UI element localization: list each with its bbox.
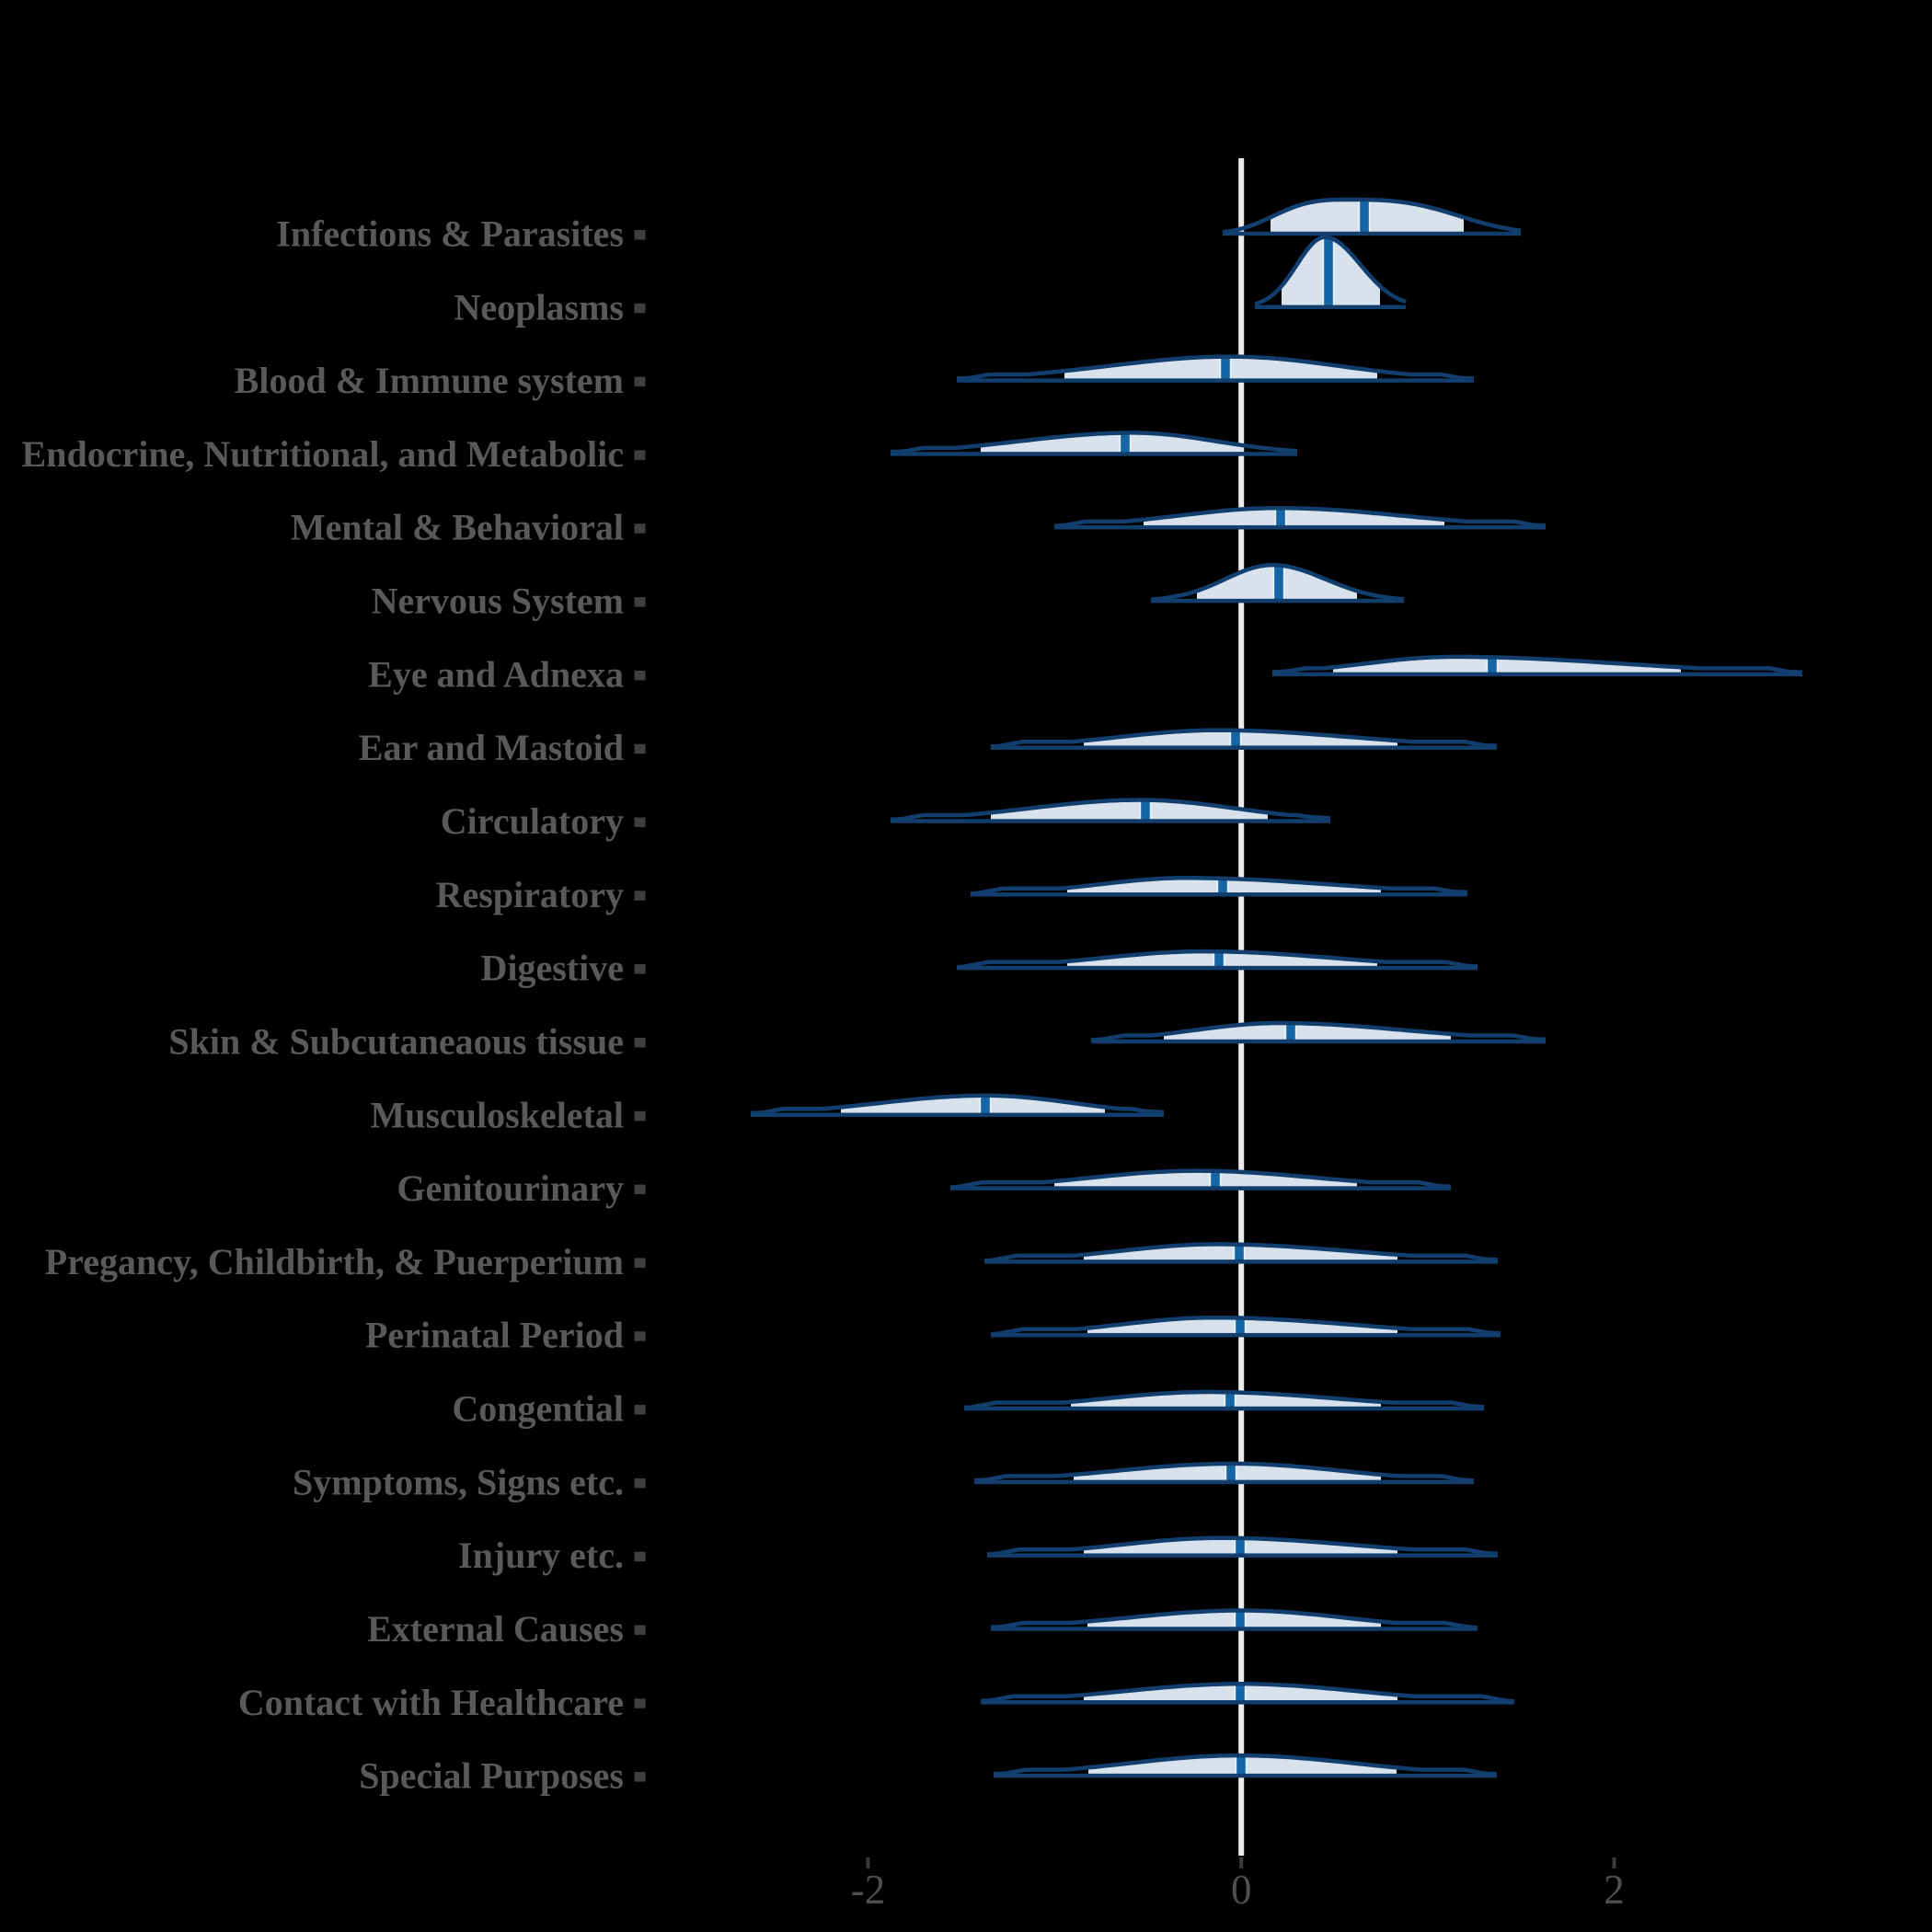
svg-text:Perinatal Period: Perinatal Period: [365, 1315, 624, 1356]
svg-text:External Causes: External Causes: [367, 1608, 624, 1650]
svg-text:Infections & Parasites: Infections & Parasites: [276, 213, 624, 255]
svg-text:2: 2: [1604, 1867, 1625, 1913]
svg-text:Contact with Healthcare: Contact with Healthcare: [238, 1682, 624, 1723]
svg-text:Blood & Immune system: Blood & Immune system: [235, 360, 624, 401]
svg-text:Musculoskeletal: Musculoskeletal: [370, 1094, 624, 1135]
svg-text:Respiratory: Respiratory: [436, 874, 624, 915]
svg-text:Skin & Subcutaneaous tissue: Skin & Subcutaneaous tissue: [168, 1021, 624, 1063]
svg-text:Eye and Adnexa: Eye and Adnexa: [368, 653, 624, 695]
svg-text:0: 0: [1231, 1867, 1252, 1913]
svg-text:-2: -2: [851, 1867, 886, 1913]
svg-text:Injury etc.: Injury etc.: [458, 1535, 624, 1576]
svg-text:Genitourinary: Genitourinary: [397, 1167, 624, 1209]
svg-text:Circulatory: Circulatory: [441, 800, 624, 842]
svg-text:Special Purposes: Special Purposes: [359, 1755, 624, 1797]
svg-text:Digestive: Digestive: [480, 948, 624, 989]
svg-text:Mental & Behavioral: Mental & Behavioral: [291, 507, 624, 548]
svg-text:Neoplasms: Neoplasms: [454, 286, 624, 328]
svg-text:Endocrine, Nutritional, and Me: Endocrine, Nutritional, and Metabolic: [22, 433, 624, 475]
svg-text:Ear and Mastoid: Ear and Mastoid: [359, 727, 624, 768]
svg-text:Symptoms, Signs etc.: Symptoms, Signs etc.: [293, 1461, 624, 1502]
svg-text:Pregancy, Childbirth, & Puerpe: Pregancy, Childbirth, & Puerperium: [45, 1241, 624, 1282]
svg-text:Nervous System: Nervous System: [372, 581, 624, 622]
svg-text:Congential: Congential: [452, 1388, 624, 1430]
